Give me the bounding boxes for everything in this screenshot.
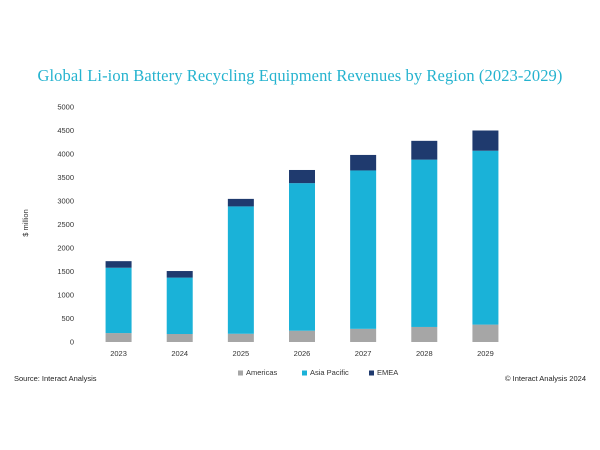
bar-americas-2028 bbox=[411, 326, 438, 342]
copyright-note: © Interact Analysis 2024 bbox=[505, 374, 586, 383]
y-tick-label: 2000 bbox=[57, 244, 74, 253]
x-tick-label: 2027 bbox=[355, 349, 372, 358]
bar-americas-2024 bbox=[166, 334, 193, 342]
bar-emea-2024 bbox=[166, 271, 193, 278]
bar-emea-2025 bbox=[227, 198, 254, 207]
y-axis-ticks: 0 500 1000 1500 2000 2500 3000 3500 4000 4500 5000 bbox=[57, 103, 74, 347]
bar-emea-2028 bbox=[411, 140, 438, 160]
bar-americas-2029 bbox=[472, 324, 499, 342]
legend: Americas Asia Pacific EMEA bbox=[238, 368, 398, 377]
y-tick-label: 0 bbox=[70, 338, 74, 347]
chart-title: Global Li-ion Battery Recycling Equipmen… bbox=[37, 66, 563, 85]
bar-emea-2023 bbox=[105, 261, 132, 268]
x-tick-label: 2028 bbox=[416, 349, 433, 358]
bar-asia-pacific-2023 bbox=[105, 267, 132, 334]
x-axis-ticks: 2023 2024 2025 2026 2027 2028 2029 bbox=[110, 349, 494, 358]
y-axis-label: $ million bbox=[21, 209, 30, 237]
y-tick-label: 500 bbox=[61, 314, 74, 323]
bar-americas-2025 bbox=[227, 333, 254, 342]
bar-emea-2029 bbox=[472, 130, 499, 151]
bar-asia-pacific-2027 bbox=[350, 170, 377, 329]
bar-marks bbox=[105, 130, 499, 342]
bar-asia-pacific-2029 bbox=[472, 150, 499, 325]
bar-emea-2027 bbox=[350, 154, 377, 171]
bar-asia-pacific-2026 bbox=[289, 183, 315, 331]
bar-asia-pacific-2024 bbox=[166, 277, 193, 335]
bar-emea-2026 bbox=[289, 169, 315, 184]
legend-label: Asia Pacific bbox=[310, 368, 349, 377]
legend-label: Americas bbox=[246, 368, 278, 377]
y-tick-label: 3000 bbox=[57, 197, 74, 206]
x-tick-label: 2029 bbox=[477, 349, 494, 358]
x-tick-label: 2025 bbox=[233, 349, 250, 358]
bar-americas-2023 bbox=[105, 333, 132, 342]
bar-americas-2026 bbox=[289, 330, 315, 342]
y-tick-label: 4500 bbox=[57, 126, 74, 135]
y-tick-label: 4000 bbox=[57, 150, 74, 159]
x-tick-label: 2024 bbox=[171, 349, 188, 358]
legend-swatch bbox=[302, 370, 307, 376]
bar-asia-pacific-2028 bbox=[411, 159, 438, 327]
source-note: Source: Interact Analysis bbox=[14, 374, 97, 383]
x-tick-label: 2026 bbox=[294, 349, 311, 358]
legend-swatch bbox=[369, 370, 374, 376]
y-tick-label: 3500 bbox=[57, 173, 74, 182]
bar-asia-pacific-2025 bbox=[227, 206, 254, 334]
y-tick-label: 1500 bbox=[57, 267, 74, 276]
x-tick-label: 2023 bbox=[110, 349, 127, 358]
bar-americas-2027 bbox=[350, 328, 377, 342]
legend-label: EMEA bbox=[377, 368, 398, 377]
y-tick-label: 5000 bbox=[57, 103, 74, 112]
y-tick-label: 1000 bbox=[57, 291, 74, 300]
y-tick-label: 2500 bbox=[57, 220, 74, 229]
legend-swatch bbox=[238, 370, 243, 376]
